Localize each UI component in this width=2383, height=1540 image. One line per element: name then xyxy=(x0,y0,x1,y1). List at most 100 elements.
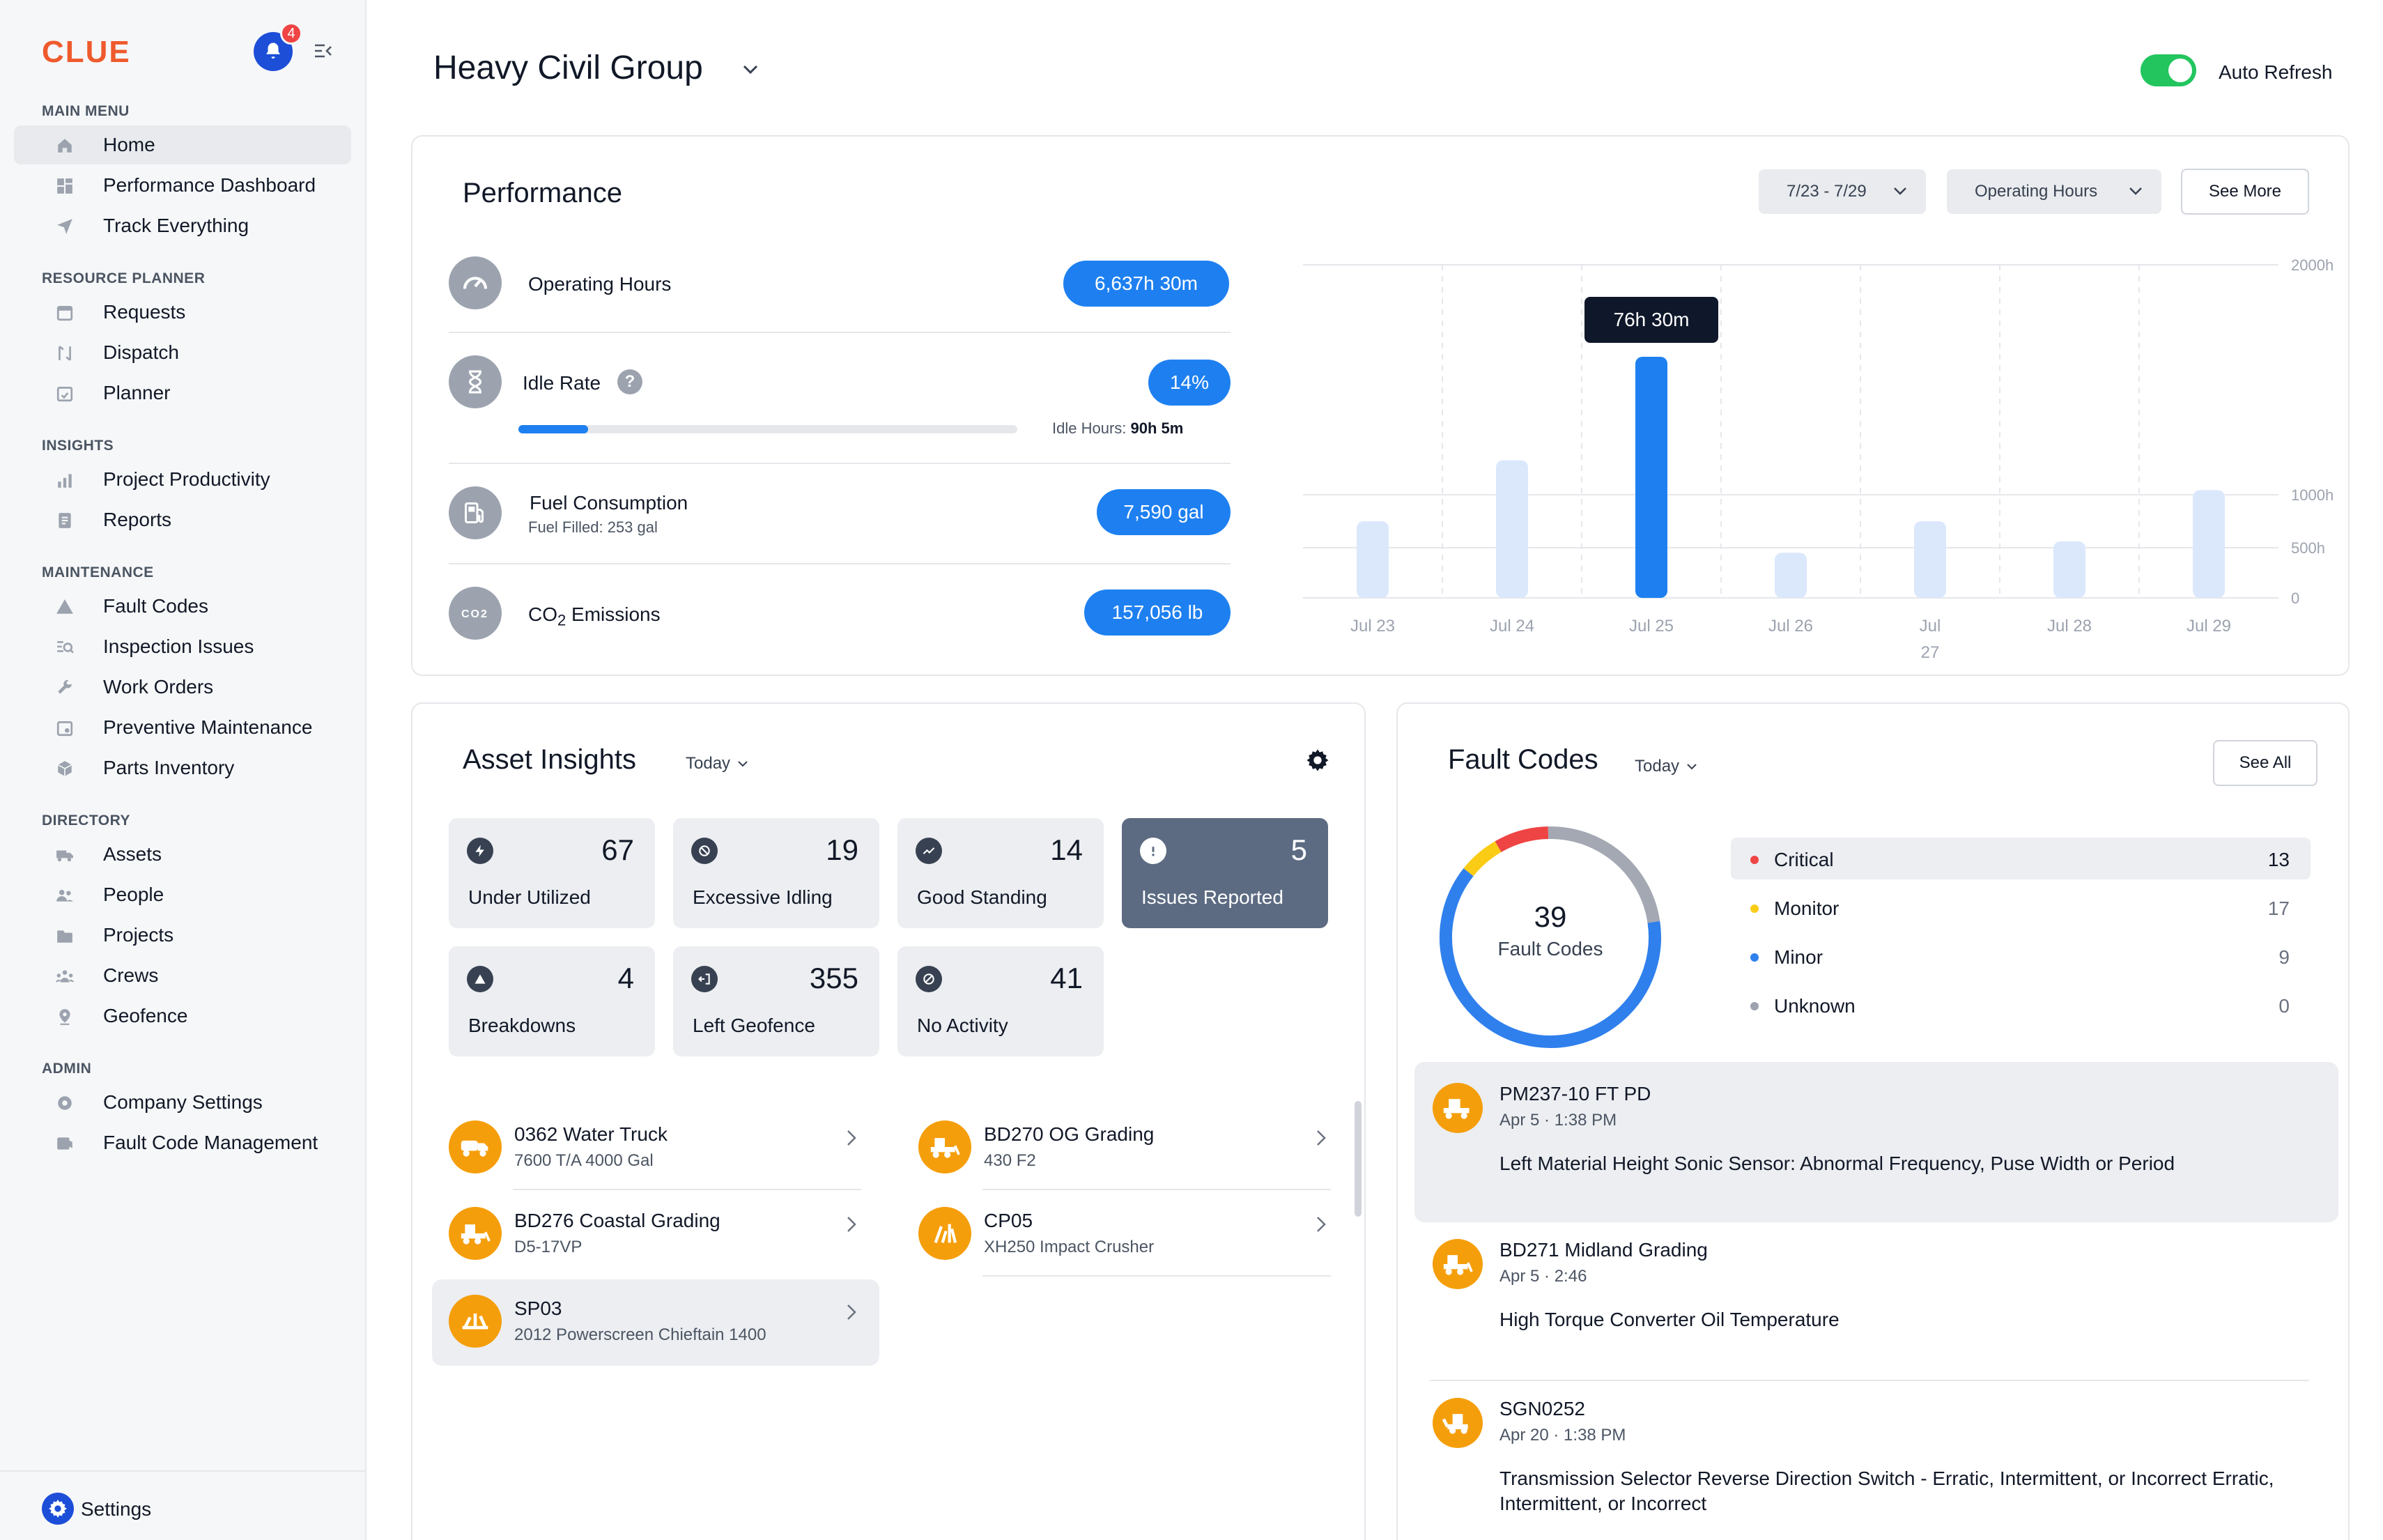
page-title[interactable]: Heavy Civil Group xyxy=(433,49,703,86)
sidebar-item-assets[interactable]: Assets xyxy=(14,835,351,874)
collapse-icon xyxy=(315,44,332,58)
sidebar-item-home[interactable]: Home xyxy=(14,125,351,164)
asset-list-item[interactable]: 0362 Water Truck 7600 T/A 4000 Gal xyxy=(449,1108,863,1190)
sidebar-item-track-everything[interactable]: Track Everything xyxy=(14,206,351,245)
fault-list-item[interactable]: SGN0252 Apr 20 · 1:38 PM Transmission Se… xyxy=(1414,1381,2338,1540)
trend-icon xyxy=(916,838,942,864)
chart-bar xyxy=(1496,460,1528,598)
dashboard-icon xyxy=(56,177,74,195)
tile-breakdowns[interactable]: 4 Breakdowns xyxy=(449,946,655,1056)
chart-bar xyxy=(2053,541,2085,598)
sidebar-item-label: People xyxy=(103,884,164,905)
sidebar-item-label: Dispatch xyxy=(103,341,179,363)
sidebar-item-preventive-maintenance[interactable]: Preventive Maintenance xyxy=(14,708,351,747)
sidebar-item-inspection-issues[interactable]: Inspection Issues xyxy=(14,627,351,666)
tile-left-geofence[interactable]: 355 Left Geofence xyxy=(673,946,879,1056)
idle-rate-help-icon[interactable]: ? xyxy=(617,369,642,394)
metric-select[interactable]: Operating Hours xyxy=(1947,169,2161,214)
asset-name: 0362 Water Truck xyxy=(514,1123,668,1145)
sidebar-item-crews[interactable]: Crews xyxy=(14,956,351,995)
auto-refresh-toggle[interactable] xyxy=(2141,54,2196,86)
co2-label-sub: 2 xyxy=(557,611,566,629)
date-range-select[interactable]: 7/23 - 7/29 xyxy=(1759,169,1926,214)
fault-asset-name: BD271 Midland Grading xyxy=(1499,1239,1708,1261)
see-more-button[interactable]: See More xyxy=(2181,169,2309,215)
sidebar-item-projects[interactable]: Projects xyxy=(14,916,351,955)
sidebar-section-maintenance: MAINTENANCE xyxy=(42,564,154,580)
settings-label[interactable]: Settings xyxy=(81,1498,152,1520)
sidebar-item-company-settings[interactable]: Company Settings xyxy=(14,1083,351,1122)
sidebar-item-label: Track Everything xyxy=(103,215,249,236)
fault-codes-period-select[interactable]: Today xyxy=(1635,757,1697,776)
bar-chart-icon xyxy=(56,471,74,489)
sidebar-item-reports[interactable]: Reports xyxy=(14,500,351,539)
legend-monitor[interactable]: Monitor 17 xyxy=(1731,886,2311,928)
y-tick-label: 1000h xyxy=(2291,486,2334,504)
sidebar-item-work-orders[interactable]: Work Orders xyxy=(14,668,351,707)
sidebar-item-label: Fault Codes xyxy=(103,595,208,617)
asset-insights-period-select[interactable]: Today xyxy=(686,754,748,773)
asset-divider xyxy=(513,1189,861,1190)
tile-no-activity[interactable]: 41 No Activity xyxy=(897,946,1104,1056)
legend-dot xyxy=(1750,953,1759,962)
tile-issues-reported[interactable]: 5 Issues Reported xyxy=(1122,818,1328,928)
sidebar-item-dispatch[interactable]: Dispatch xyxy=(14,333,351,372)
tile-under-utilized[interactable]: 67 Under Utilized xyxy=(449,818,655,928)
legend-unknown[interactable]: Unknown 0 xyxy=(1731,984,2311,1026)
sidebar-item-fault-codes[interactable]: Fault Codes xyxy=(14,587,351,626)
fault-list-item[interactable]: BD271 Midland Grading Apr 5 · 2:46 High … xyxy=(1414,1222,2338,1381)
tile-excessive-idling[interactable]: 19 Excessive Idling xyxy=(673,818,879,928)
settings-button-icon[interactable] xyxy=(42,1493,74,1525)
fuel-consumption-value: 7,590 gal xyxy=(1097,489,1231,535)
sidebar-item-requests[interactable]: Requests xyxy=(14,293,351,332)
sidebar-item-label: Projects xyxy=(103,924,174,946)
collapse-sidebar-button[interactable] xyxy=(314,42,333,60)
truck-icon xyxy=(56,846,74,864)
sidebar-item-people[interactable]: People xyxy=(14,875,351,914)
sidebar-item-performance-dashboard[interactable]: Performance Dashboard xyxy=(14,166,351,205)
sidebar-item-parts-inventory[interactable]: Parts Inventory xyxy=(14,748,351,787)
sidebar-item-geofence[interactable]: Geofence xyxy=(14,996,351,1035)
asset-list-item-selected[interactable]: SP03 2012 Powerscreen Chieftain 1400 xyxy=(432,1279,879,1366)
see-all-button[interactable]: See All xyxy=(2213,740,2318,786)
idle-hours-value: 90h 5m xyxy=(1130,419,1184,437)
svg-text:CO2: CO2 xyxy=(461,608,488,620)
x-tick-label: 27 xyxy=(1921,643,1940,662)
legend-critical[interactable]: Critical 13 xyxy=(1731,838,2311,879)
legend-minor[interactable]: Minor 9 xyxy=(1731,935,2311,977)
asset-insights-settings-button[interactable] xyxy=(1306,748,1329,772)
fault-list-item[interactable]: PM237-10 FT PD Apr 5 · 1:38 PM Left Mate… xyxy=(1414,1062,2338,1222)
sidebar-item-fault-code-management[interactable]: Fault Code Management xyxy=(14,1123,351,1162)
clue-logo[interactable]: CLUE xyxy=(42,35,131,69)
sidebar-item-planner[interactable]: Planner xyxy=(14,374,351,413)
asset-subtitle: 7600 T/A 4000 Gal xyxy=(514,1151,654,1170)
asset-list-item[interactable]: CP05 XH250 Impact Crusher xyxy=(918,1194,1332,1277)
asset-list-item[interactable]: BD270 OG Grading 430 F2 xyxy=(918,1108,1332,1190)
asset-list-item[interactable]: SP03 2012 Powerscreen Chieftain 1400 xyxy=(449,1282,863,1364)
sidebar-item-label: Geofence xyxy=(103,1005,188,1026)
tile-good-standing[interactable]: 14 Good Standing xyxy=(897,818,1104,928)
crusher-icon xyxy=(918,1207,971,1260)
sidebar-section-main-menu: MAIN MENU xyxy=(42,103,130,119)
sidebar-item-project-productivity[interactable]: Project Productivity xyxy=(14,460,351,499)
sidebar-item-label: Inspection Issues xyxy=(103,636,254,657)
chevron-down-icon xyxy=(2129,187,2142,195)
x-tick-label: Jul xyxy=(1920,617,1941,636)
tile-value: 41 xyxy=(1050,962,1083,994)
asset-list-item[interactable]: BD276 Coastal Grading D5-17VP xyxy=(449,1194,863,1277)
chevron-right-icon xyxy=(847,1304,856,1320)
chevron-down-icon xyxy=(738,761,748,767)
tile-label: Under Utilized xyxy=(468,886,591,908)
y-tick-label: 2000h xyxy=(2291,256,2334,274)
bolt-icon xyxy=(467,838,493,864)
asset-list-scrollbar[interactable] xyxy=(1355,1101,1362,1217)
group-dropdown[interactable] xyxy=(741,64,759,75)
fault-datetime: Apr 20 · 1:38 PM xyxy=(1499,1426,1626,1445)
asset-divider xyxy=(982,1189,1331,1190)
y-tick-label: 500h xyxy=(2291,539,2325,557)
legend-value: 9 xyxy=(2278,946,2290,968)
fault-asset-name: PM237-10 FT PD xyxy=(1499,1083,1651,1104)
sidebar-footer: Settings xyxy=(0,1470,367,1540)
date-range-value: 7/23 - 7/29 xyxy=(1787,182,1867,201)
fuel-pump-icon xyxy=(465,502,484,523)
